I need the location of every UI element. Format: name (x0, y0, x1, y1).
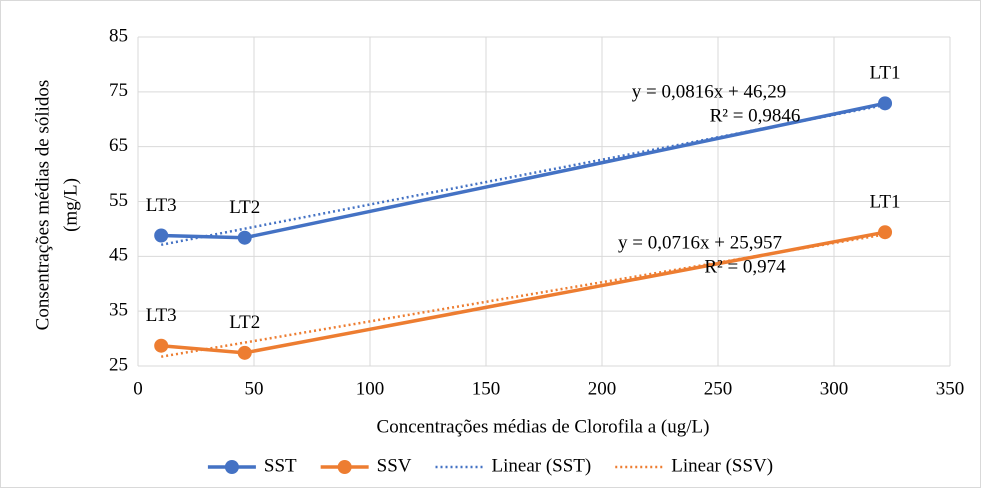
point-label: LT2 (229, 197, 260, 218)
x-tick-label: 50 (245, 378, 264, 399)
data-point (154, 228, 169, 243)
point-label: LT2 (229, 312, 260, 333)
y-tick-label: 65 (109, 135, 128, 156)
point-label: LT3 (146, 305, 177, 326)
trendline (160, 233, 886, 358)
legend-label: SSV (377, 455, 412, 476)
x-tick-label: 200 (588, 378, 617, 399)
trend-equation: y = 0,0716x + 25,957 (618, 232, 782, 253)
legend-label: Linear (SSV) (671, 455, 773, 476)
x-tick-label: 100 (356, 378, 385, 399)
legend-marker (224, 460, 239, 474)
y-tick-label: 35 (109, 300, 128, 321)
data-point (237, 230, 252, 245)
y-axis-title: (mg/L) (60, 178, 81, 232)
point-label: LT3 (146, 195, 177, 216)
trend-r-squared: R² = 0,9846 (710, 105, 801, 126)
x-tick-label: 250 (704, 378, 733, 399)
x-tick-label: 0 (133, 378, 143, 399)
x-tick-label: 150 (472, 378, 501, 399)
legend-marker (337, 460, 352, 474)
trend-r-squared: R² = 0,974 (704, 256, 786, 277)
y-tick-label: 45 (109, 245, 128, 266)
legend-label: Linear (SST) (492, 455, 592, 476)
y-tick-label: 55 (109, 190, 128, 211)
point-label: LT1 (870, 63, 901, 84)
data-point (154, 338, 169, 353)
x-axis-title: Concentrações médias de Clorofila a (ug/… (377, 416, 710, 437)
y-tick-label: 75 (109, 80, 128, 101)
x-tick-label: 300 (820, 378, 849, 399)
trend-equation: y = 0,0816x + 46,29 (632, 81, 786, 102)
data-point (878, 96, 893, 111)
data-point (878, 225, 893, 240)
legend-label: SST (264, 455, 297, 476)
y-tick-label: 85 (109, 25, 128, 46)
y-axis-title: Consentrações médias de sólidos (32, 80, 53, 331)
data-point (237, 345, 252, 360)
x-tick-label: 350 (936, 378, 965, 399)
point-label: LT1 (870, 192, 901, 213)
y-tick-label: 25 (109, 354, 128, 375)
